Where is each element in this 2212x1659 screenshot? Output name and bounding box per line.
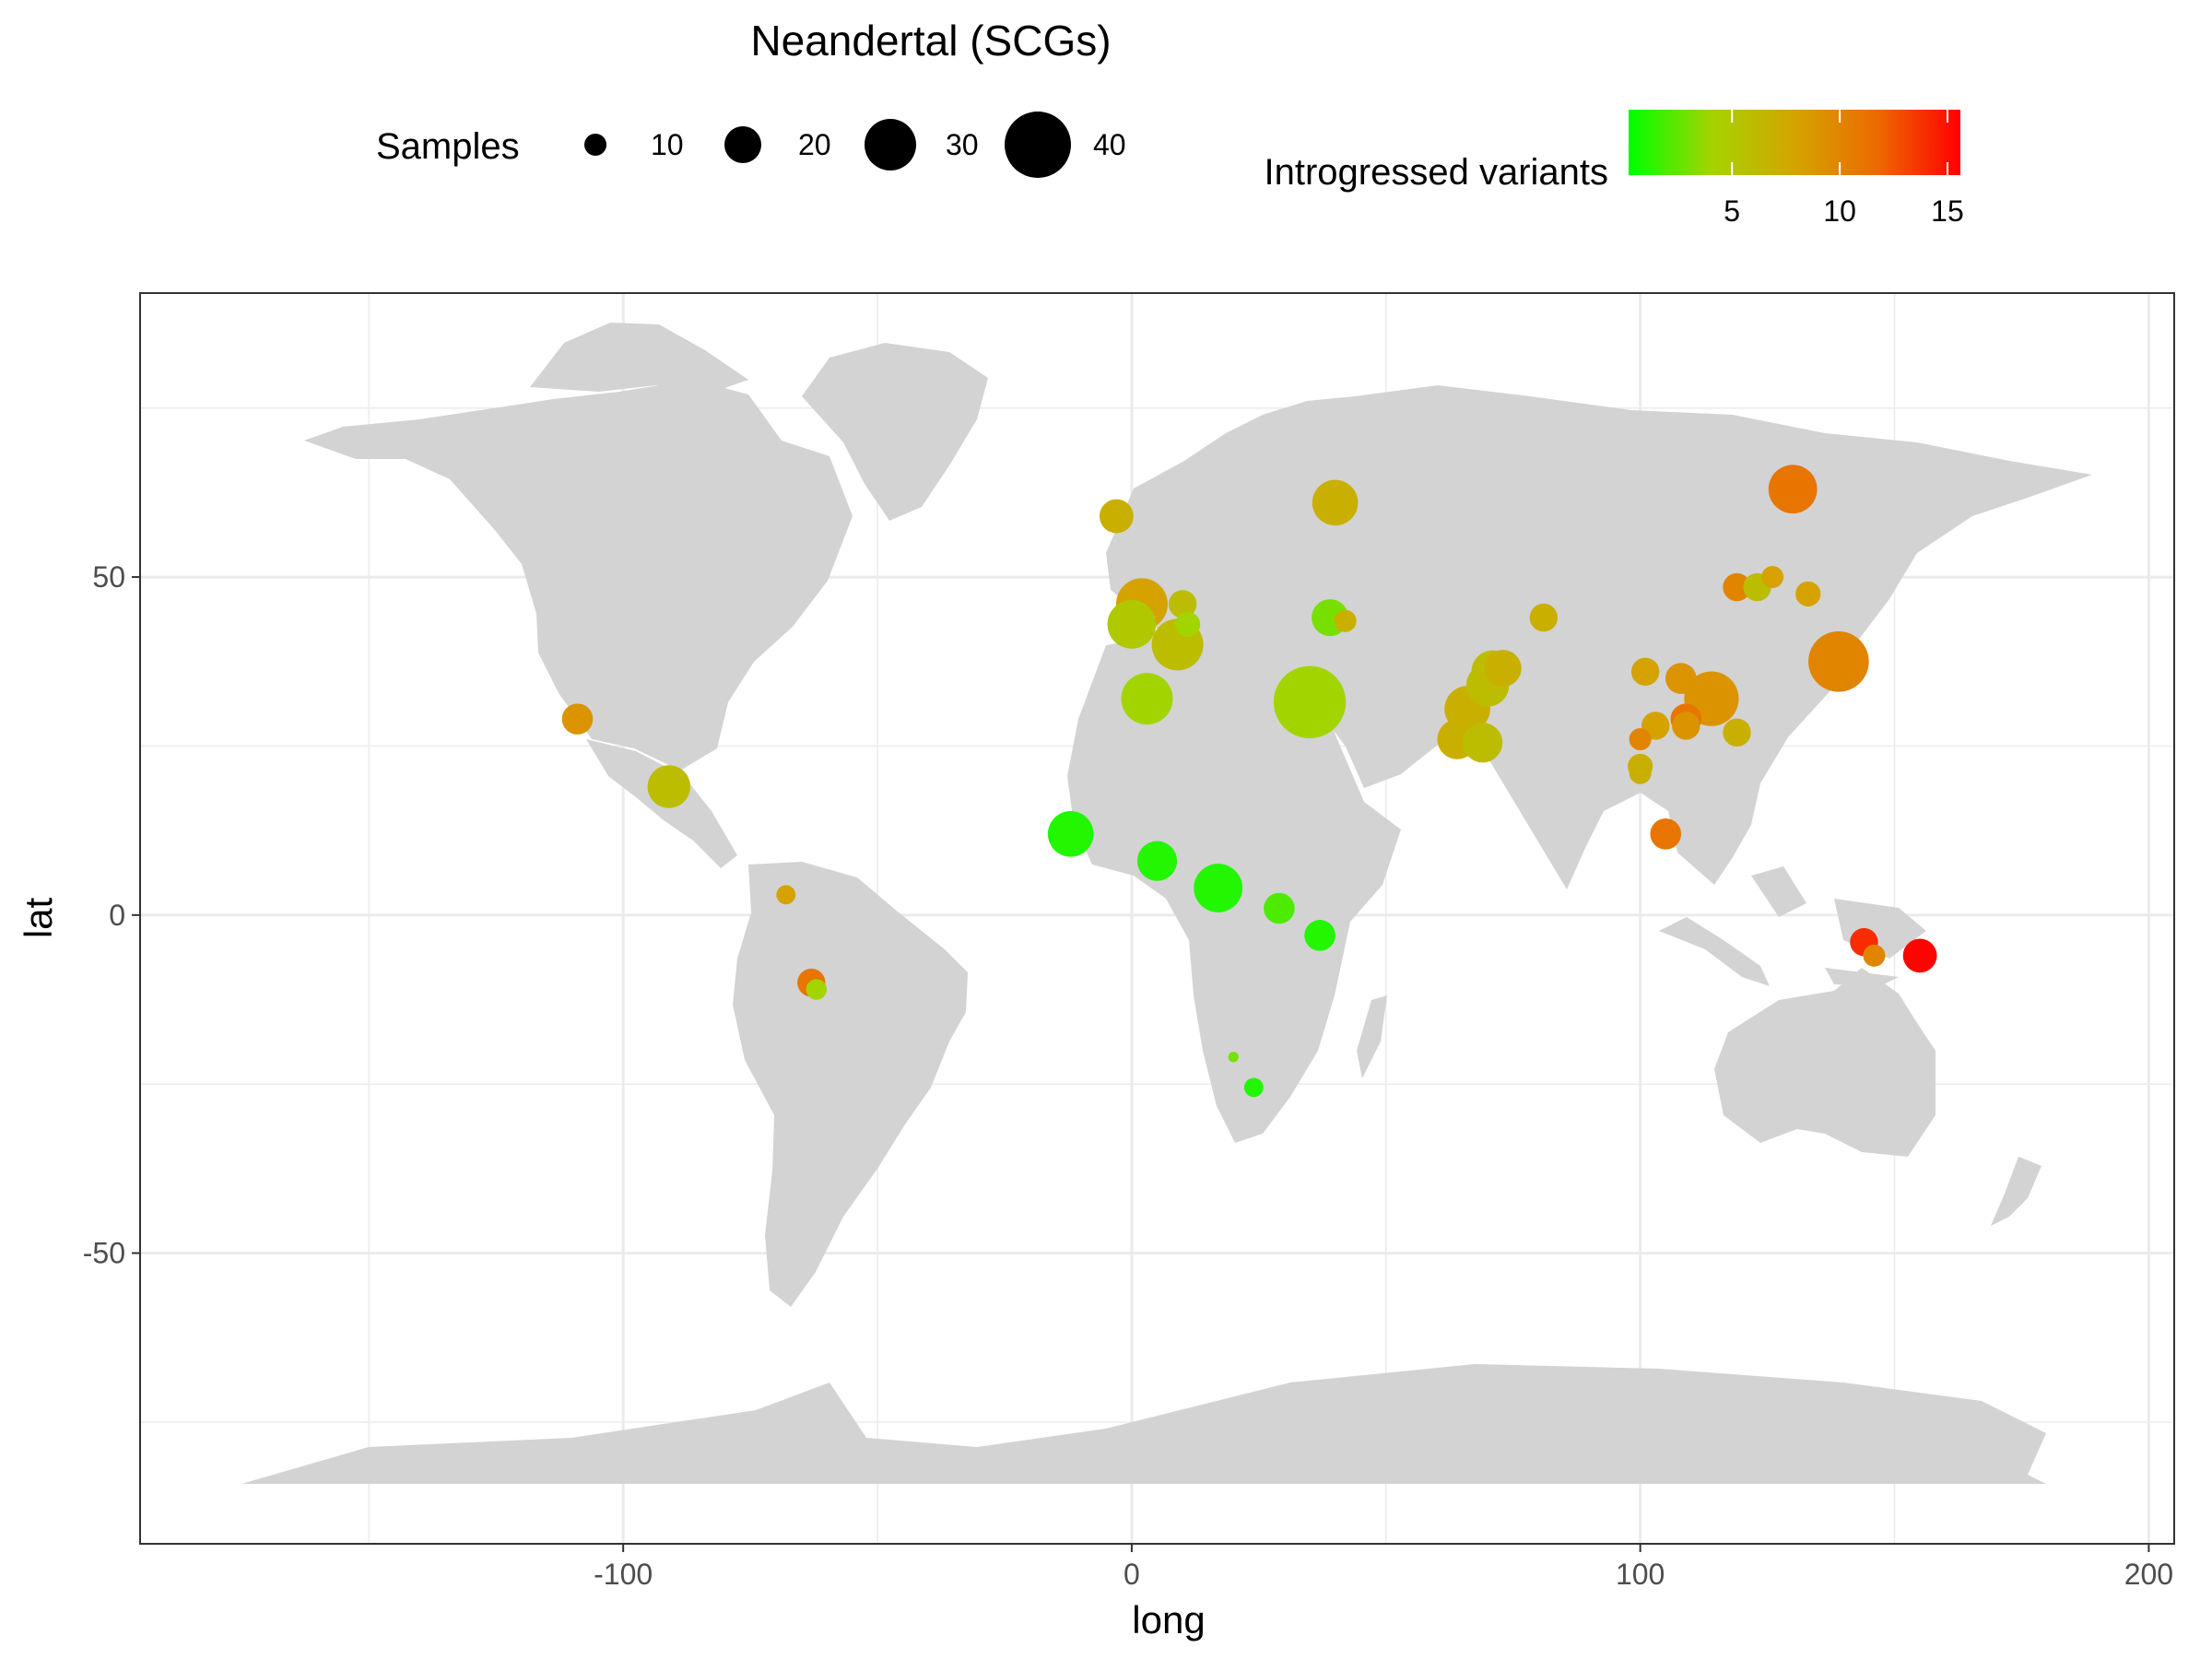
data-point (1099, 499, 1134, 534)
size-legend-key (1005, 112, 1071, 178)
x-tick-label: 200 (2124, 1558, 2173, 1591)
land-madagascar (1357, 995, 1387, 1078)
data-point (806, 979, 828, 1000)
data-point (1484, 650, 1522, 688)
data-point (1723, 572, 1751, 602)
data-point (1723, 718, 1751, 747)
data-point (1194, 864, 1243, 912)
land-new-zealand (1991, 1157, 2041, 1226)
data-point (1136, 841, 1178, 881)
land-south-america (733, 862, 968, 1307)
axes: -100 0 100 200 -50 0 50 (83, 560, 2173, 1591)
data-point (1650, 818, 1682, 850)
data-point (1863, 944, 1886, 967)
data-points (561, 465, 1937, 1098)
data-point (1665, 663, 1697, 694)
data-point (1629, 761, 1652, 784)
size-legend-label: 40 (1093, 128, 1126, 161)
data-point (1107, 600, 1157, 649)
y-axis-label: lat (17, 897, 60, 938)
size-legend-label: 20 (798, 128, 831, 161)
data-point (1243, 1077, 1264, 1098)
land-arctic-islands (530, 323, 748, 392)
data-point (1121, 673, 1173, 725)
data-point (1761, 566, 1784, 589)
land-australia (1714, 968, 1936, 1157)
data-point (1168, 590, 1197, 618)
data-point (1630, 657, 1660, 686)
data-point (1768, 465, 1818, 514)
x-tick-label: 0 (1124, 1558, 1140, 1591)
color-legend-title: Introgressed variants (1264, 152, 1608, 193)
data-point (1795, 581, 1821, 607)
data-point (1312, 479, 1359, 526)
x-axis-label: long (1132, 1598, 1205, 1641)
data-point (1264, 892, 1295, 924)
colorbar-tick-label: 15 (1931, 194, 1964, 228)
land-greenland (802, 343, 988, 521)
colorbar-tick-label: 5 (1724, 194, 1740, 228)
data-point (1175, 611, 1201, 638)
color-legend: Introgressed variants 5 10 15 (1264, 110, 1964, 228)
y-tick-label: -50 (83, 1237, 125, 1270)
size-legend-label: 30 (946, 128, 979, 161)
colorbar-tick-label: 10 (1823, 194, 1856, 228)
chart-title: Neandertal (SCGs) (750, 17, 1111, 65)
data-point (1629, 728, 1652, 751)
data-point (1463, 723, 1503, 763)
x-tick-label: -100 (594, 1558, 653, 1591)
land-southeast-asia-islands (1659, 866, 1926, 986)
plot-border (139, 292, 2175, 1545)
data-point (1228, 1052, 1239, 1063)
y-tick-label: 50 (92, 560, 125, 594)
land-antarctica (241, 1364, 2046, 1484)
data-point (561, 703, 594, 735)
size-legend-title: Samples (376, 126, 520, 167)
data-point (1273, 665, 1347, 738)
data-point (647, 765, 691, 808)
colorbar (1629, 110, 1960, 175)
data-point (1529, 603, 1559, 632)
data-point (1334, 609, 1357, 632)
size-legend: Samples 10 20 30 40 (376, 112, 1126, 178)
data-point (1808, 630, 1869, 692)
x-tick-label: 100 (1616, 1558, 1665, 1591)
land-north-america (304, 380, 853, 771)
data-point (1047, 811, 1094, 857)
y-tick-label: 0 (109, 899, 125, 932)
size-legend-label: 10 (651, 128, 684, 161)
data-point (1902, 938, 1937, 973)
data-point (776, 885, 796, 905)
size-legend-key (865, 119, 916, 171)
data-point (1672, 712, 1700, 740)
size-legend-key (724, 126, 761, 163)
size-legend-key (584, 134, 606, 156)
data-point (1304, 920, 1335, 951)
